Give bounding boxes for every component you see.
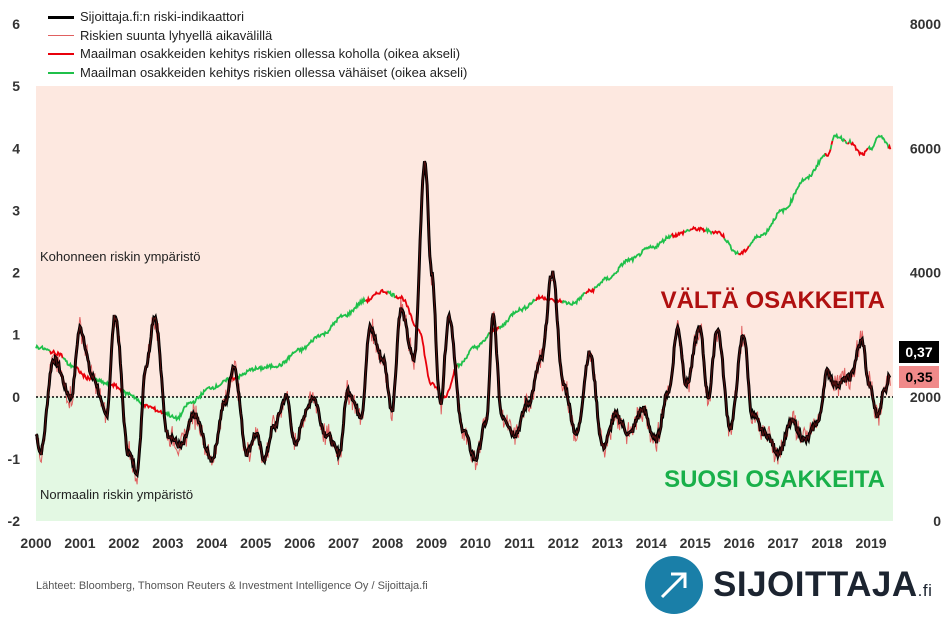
risk-indicator-highlight	[35, 161, 891, 476]
x-tick-label: 2010	[460, 535, 491, 551]
stocks-high-risk-line	[850, 141, 869, 157]
stocks-high-risk-line	[584, 287, 595, 295]
source-note: Lähteet: Bloomberg, Thomson Reuters & In…	[36, 580, 428, 592]
legend-item-short-term: Riskien suunta lyhyellä aikavälillä	[48, 27, 467, 46]
stocks-high-risk-line	[830, 140, 834, 145]
left-tick-label: 3	[12, 202, 20, 218]
left-tick-label: 5	[12, 78, 20, 94]
stocks-low-risk-line	[723, 237, 740, 256]
left-tick-label: 0	[12, 389, 20, 405]
x-tick-label: 2003	[152, 535, 183, 551]
left-tick-label: 1	[12, 327, 20, 343]
stocks-high-risk-line	[365, 288, 389, 305]
stocks-high-risk-line	[711, 229, 726, 239]
stocks-low-risk-line	[35, 344, 51, 352]
x-tick-label: 2019	[855, 535, 886, 551]
stocks-high-risk-line	[49, 349, 64, 359]
legend-item-low-risk: Maailman osakkeiden kehitys riskien olle…	[48, 64, 467, 83]
stocks-low-risk-line	[831, 132, 846, 143]
x-tick-label: 2007	[328, 535, 359, 551]
stocks-low-risk-line	[122, 389, 145, 408]
stocks-high-risk-line	[738, 245, 750, 256]
right-tick-label: 0	[933, 513, 941, 529]
stocks-low-risk-line	[236, 295, 366, 381]
upper-region-label: Kohonneen riskin ympäristö	[40, 249, 200, 264]
brand-logo: SIJOITTAJA.fi	[645, 556, 932, 614]
stocks-low-risk-line	[593, 233, 673, 290]
x-tick-label: 2016	[724, 535, 755, 551]
x-tick-label: 2002	[108, 535, 139, 551]
stocks-low-risk-line	[62, 356, 75, 370]
left-axis: 6 5 4 3 2 1 0 -1 -2	[8, 16, 21, 529]
brand-wordmark: SIJOITTAJA.fi	[713, 565, 933, 604]
current-short-term-badge: 0,35	[899, 366, 939, 388]
stocks-low-risk-line	[704, 226, 713, 236]
stocks-low-risk-line	[844, 140, 848, 145]
legend-label: Maailman osakkeiden kehitys riskien olle…	[80, 64, 468, 80]
x-tick-label: 2005	[240, 535, 271, 551]
upper-zone	[36, 86, 893, 397]
stocks-high-risk-line	[110, 381, 123, 394]
right-tick-label: 2000	[910, 389, 941, 405]
left-tick-label: 6	[12, 16, 20, 32]
left-tick-label: -1	[8, 451, 21, 467]
x-tick-label: 2008	[372, 535, 403, 551]
left-tick-label: 2	[12, 265, 20, 281]
x-tick-label: 2018	[811, 535, 842, 551]
stocks-high-risk-line	[670, 229, 686, 239]
stocks-low-risk-line	[498, 298, 536, 330]
stocks-high-risk-line	[74, 365, 95, 382]
stocks-low-risk-line	[829, 144, 833, 150]
right-tick-label: 6000	[910, 140, 941, 156]
left-tick-label: 4	[12, 140, 20, 156]
series-layer	[34, 132, 892, 485]
stocks-low-risk-line	[561, 291, 586, 306]
avoid-stocks-label: VÄLTÄ OSAKKEITA	[661, 287, 885, 314]
x-tick-label: 2001	[64, 535, 95, 551]
legend-label: Riskien suunta lyhyellä aikavälillä	[80, 27, 273, 43]
stocks-low-risk-line	[848, 137, 852, 144]
x-tick-label: 2014	[636, 535, 667, 551]
favor-stocks-label: SUOSI OSAKKEITA	[664, 466, 885, 493]
stocks-low-risk-line	[93, 377, 112, 388]
stocks-low-risk-line	[386, 290, 396, 299]
x-tick-label: 2004	[196, 535, 227, 551]
x-tick-label: 2009	[416, 535, 447, 551]
stocks-high-risk-line	[847, 141, 850, 145]
x-tick-label: 2011	[504, 535, 535, 551]
stocks-high-risk-line	[844, 139, 847, 142]
x-tick-label: 2017	[768, 535, 799, 551]
legend: Sijoittaja.fi:n riski-indikaattori Riski…	[48, 8, 467, 82]
x-tick-label: 2006	[284, 535, 315, 551]
stocks-low-risk-line	[867, 134, 890, 152]
stocks-low-risk-line	[748, 152, 827, 247]
current-indicator-badge: 0,37	[899, 341, 939, 363]
stocks-low-risk-line	[161, 376, 232, 422]
legend-label: Sijoittaja.fi:n riski-indikaattori	[80, 9, 245, 24]
stocks-low-risk-line	[684, 228, 691, 234]
arrow-up-right-icon	[645, 556, 703, 614]
x-tick-label: 2012	[548, 535, 579, 551]
stocks-low-risk-line	[456, 331, 491, 370]
left-tick-label: -2	[8, 513, 21, 529]
right-axis: 8000 6000 4000 2000 0	[910, 16, 941, 529]
legend-label: Maailman osakkeiden kehitys riskien olle…	[80, 46, 461, 61]
stocks-high-risk-line	[887, 143, 892, 150]
stocks-high-risk-line	[143, 403, 163, 415]
x-axis: 2000 2001 2002 2003 2004 2005 2006 2007 2008 2009…	[20, 535, 886, 551]
legend-item-high-risk: Maailman osakkeiden kehitys riskien olle…	[48, 45, 467, 64]
legend-item-indicator: Sijoittaja.fi:n riski-indikaattori	[48, 8, 467, 27]
x-tick-label: 2015	[680, 535, 711, 551]
x-tick-label: 2000	[20, 535, 51, 551]
right-tick-label: 4000	[910, 265, 941, 281]
x-tick-label: 2013	[592, 535, 623, 551]
lower-region-label: Normaalin riskin ympäristö	[40, 487, 193, 502]
right-tick-label: 8000	[910, 16, 941, 32]
stocks-high-risk-line	[824, 149, 832, 157]
stocks-high-risk-line	[689, 225, 707, 234]
